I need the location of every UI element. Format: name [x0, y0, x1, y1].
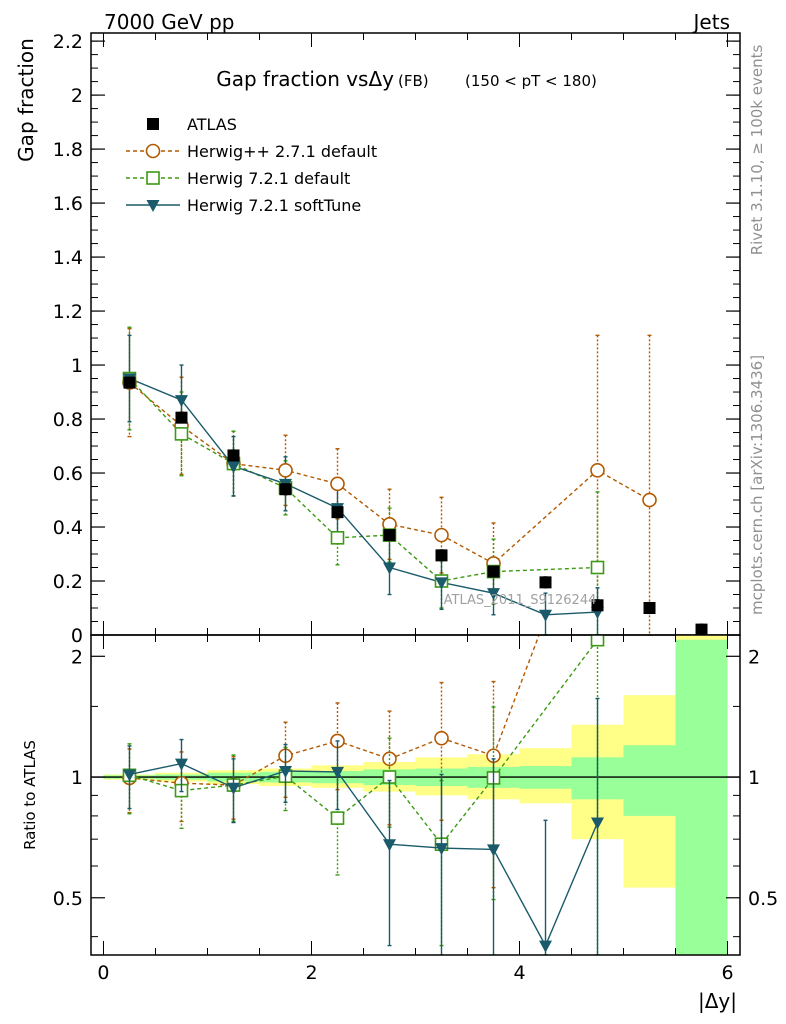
atlas-data-point: [591, 599, 604, 612]
main-title: Gap fraction vsΔy: [216, 67, 394, 91]
legend-herwig-7-2-1-softtune-label: Herwig 7.2.1 softTune: [187, 196, 361, 215]
herwig-7-2-1-softtune-point: [487, 588, 501, 601]
herwig-7-2-1-softtune-point: [174, 395, 188, 408]
ratio-herwig-7-2-1-default-point: [330, 811, 345, 825]
energy-label: 7000 GeV pp: [104, 10, 235, 34]
main-y-tick-label: 2.2: [53, 31, 83, 53]
herwig-7-2-1-default-point: [590, 560, 605, 575]
ratio-herwig-7-2-1-softtune-point: [382, 839, 396, 852]
stat-uncertainty-band: [675, 639, 728, 955]
ratio-herwig-7-2-1-default-point: [590, 635, 605, 647]
main-y-tick-label: 1.8: [53, 139, 83, 161]
rivet-version-label: Rivet 3.1.10, ≥ 100k events: [748, 45, 766, 256]
herwig-7-2-1-default-point: [330, 531, 345, 545]
herwig-7-2-1-softtune-point: [435, 577, 449, 590]
main-panel: 0 0.2 0.4 0.6 0.8 1 1.2 1.4 1.6 1.8 2 2.2 Gap fract…: [14, 31, 741, 647]
x-tick-label: 2: [305, 962, 317, 984]
main-y-tick-label: 2: [71, 85, 83, 107]
herwig-2-7-1-default-point: [590, 463, 605, 478]
stat-uncertainty-band: [623, 745, 676, 816]
ratio-herwig-7-2-1-softtune-point: [122, 769, 136, 782]
herwig-2-7-1-default-point: [434, 527, 449, 543]
ratio-data-layer: [122, 635, 605, 955]
legend-atlas-marker: [147, 118, 159, 130]
x-tick-label: 6: [721, 962, 733, 984]
herwig-7-2-1-default-line: [128, 378, 598, 582]
main-y-tick-label: 0.8: [53, 409, 83, 431]
main-y-axis-label: Gap fraction: [14, 38, 38, 162]
ratio-ticks: 0.5 0.5 1 1 2 2 0 2 4 6: [53, 635, 778, 984]
herwig-7-2-1-softtune-point: [382, 562, 396, 575]
atlas-data-point: [695, 623, 708, 636]
atlas-data-point: [279, 483, 292, 496]
legend-herwig-2-7-1-default-label: Herwig++ 2.7.1 default: [187, 142, 377, 161]
ratio-herwig-7-2-1-softtune-point: [435, 843, 449, 856]
x-tick-label: 0: [97, 962, 109, 984]
ratio-y-axis-label: Ratio to ATLAS: [21, 740, 39, 850]
legend-herwig-2-7-1-default-marker: [145, 143, 161, 159]
atlas-data-point: [123, 376, 136, 389]
ratio-herwig-7-2-1-softtune-point: [278, 766, 292, 779]
legend: ATLAS Herwig++ 2.7.1 default Herwig 7.2.1 …: [126, 115, 377, 215]
ratio-herwig-7-2-1-softtune-point: [174, 758, 188, 771]
main-y-tick-label: 1.2: [53, 301, 83, 323]
ratio-y-tick-label: 0.5: [53, 888, 83, 910]
atlas-data-point: [383, 529, 396, 542]
atlas-data-point: [435, 549, 448, 562]
herwig-7-2-1-default-point: [174, 427, 189, 441]
main-y-tick-label: 0.6: [53, 463, 83, 485]
ratio-herwig-7-2-1-softtune-line: [129, 762, 599, 948]
main-y-tick-label: 0: [71, 625, 83, 647]
ratio-bands: [91, 635, 740, 955]
main-y-tick-label: 1: [71, 355, 83, 377]
legend-herwig-7-2-1-softtune-marker: [146, 200, 160, 212]
main-y-tick-label: 0.2: [53, 571, 83, 593]
atlas-data-point: [487, 565, 500, 578]
mcplots-reference-label: mcplots.cern.ch [arXiv:1306.3436]: [748, 355, 766, 615]
ratio-y-tick-label-right: 1: [748, 767, 760, 789]
legend-herwig-7-2-1-default-label: Herwig 7.2.1 default: [187, 169, 350, 188]
ratio-herwig-7-2-1-softtune-point: [330, 766, 344, 779]
legend-atlas-label: ATLAS: [187, 115, 237, 134]
atlas-data-point: [539, 576, 552, 589]
x-tick-label: 4: [513, 962, 525, 984]
legend-herwig-7-2-1-default-marker: [146, 171, 160, 185]
main-title-suffix: (FB): [398, 72, 429, 90]
herwig-7-2-1-softtune-point: [539, 609, 553, 622]
ratio-herwig-7-2-1-softtune-point: [226, 782, 240, 795]
main-title-cut: (150 < pT < 180): [465, 72, 597, 90]
atlas-data-point: [175, 411, 188, 424]
herwig-2-7-1-default-point: [278, 463, 293, 478]
main-data-layer: [122, 326, 708, 636]
herwig-7-2-1-softtune-point: [226, 461, 240, 474]
ratio-y-tick-label: 1: [71, 767, 83, 789]
ratio-herwig-7-2-1-softtune-point: [539, 940, 553, 953]
ratio-series-group: [122, 635, 605, 955]
main-y-tick-label: 1.6: [53, 193, 83, 215]
ratio-herwig-7-2-1-softtune-point: [487, 844, 501, 857]
herwig-2-7-1-default-point: [642, 492, 657, 508]
main-y-tick-label: 1.4: [53, 247, 83, 269]
analysis-watermark: ATLAS_2011_S9126244: [444, 593, 597, 608]
herwig-2-7-1-default-point: [330, 476, 345, 492]
ratio-herwig-2-7-1-default-point: [434, 730, 449, 746]
x-axis-label: |Δy|: [698, 989, 737, 1013]
category-label: Jets: [692, 10, 730, 34]
ratio-herwig-7-2-1-default-line: [129, 639, 599, 846]
ratio-y-tick-label: 2: [71, 646, 83, 668]
atlas-data-point: [643, 602, 656, 615]
main-y-ticks: 0 0.2 0.4 0.6 0.8 1 1.2 1.4 1.6 1.8 2 2.2: [53, 31, 740, 647]
ratio-panel: 0.5 0.5 1 1 2 2 0 2 4 6 Ratio to ATLAS |Δy|: [21, 634, 778, 1013]
ratio-y-tick-label-right: 0.5: [748, 888, 778, 910]
main-y-tick-label: 0.4: [53, 517, 83, 539]
atlas-data-point: [331, 506, 344, 519]
atlas-data-point: [227, 449, 240, 462]
herwig-2-7-1-default-line: [129, 382, 650, 565]
ratio-y-tick-label-right: 2: [748, 646, 760, 668]
herwig-7-2-1-softtune-line: [129, 377, 598, 616]
ratio-herwig-7-2-1-softtune-point: [591, 817, 605, 830]
